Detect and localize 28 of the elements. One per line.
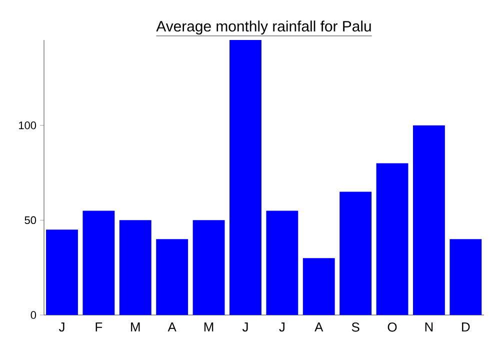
bar bbox=[340, 192, 372, 315]
y-tick-label: 100 bbox=[19, 121, 36, 130]
x-tick-label: M bbox=[204, 322, 214, 332]
x-tick-label: A bbox=[168, 322, 176, 332]
bar bbox=[119, 220, 152, 315]
x-tick-label: M bbox=[131, 322, 140, 332]
x-tick-label: N bbox=[425, 322, 433, 332]
x-tick-label: D bbox=[462, 322, 470, 332]
x-tick-label: F bbox=[96, 322, 102, 332]
bar bbox=[192, 220, 225, 315]
x-tick-label: O bbox=[388, 322, 397, 332]
bar bbox=[376, 163, 408, 315]
bar bbox=[230, 40, 262, 315]
bar bbox=[302, 258, 335, 315]
x-tick-label: J bbox=[58, 322, 64, 332]
bar bbox=[82, 210, 115, 315]
x-tick-label: A bbox=[314, 322, 324, 332]
bar bbox=[450, 239, 482, 315]
x-tick-label: J bbox=[242, 322, 248, 332]
y-tick-label: 50 bbox=[24, 216, 36, 224]
x-tick-label: S bbox=[352, 322, 360, 332]
bar bbox=[46, 230, 78, 315]
x-tick-label: J bbox=[279, 322, 284, 332]
y-tick-label: 0 bbox=[30, 311, 36, 319]
bar bbox=[412, 125, 445, 315]
bar bbox=[156, 239, 188, 315]
bar bbox=[266, 210, 298, 315]
chart-title: Average monthly rainfall for Palu bbox=[156, 20, 371, 34]
